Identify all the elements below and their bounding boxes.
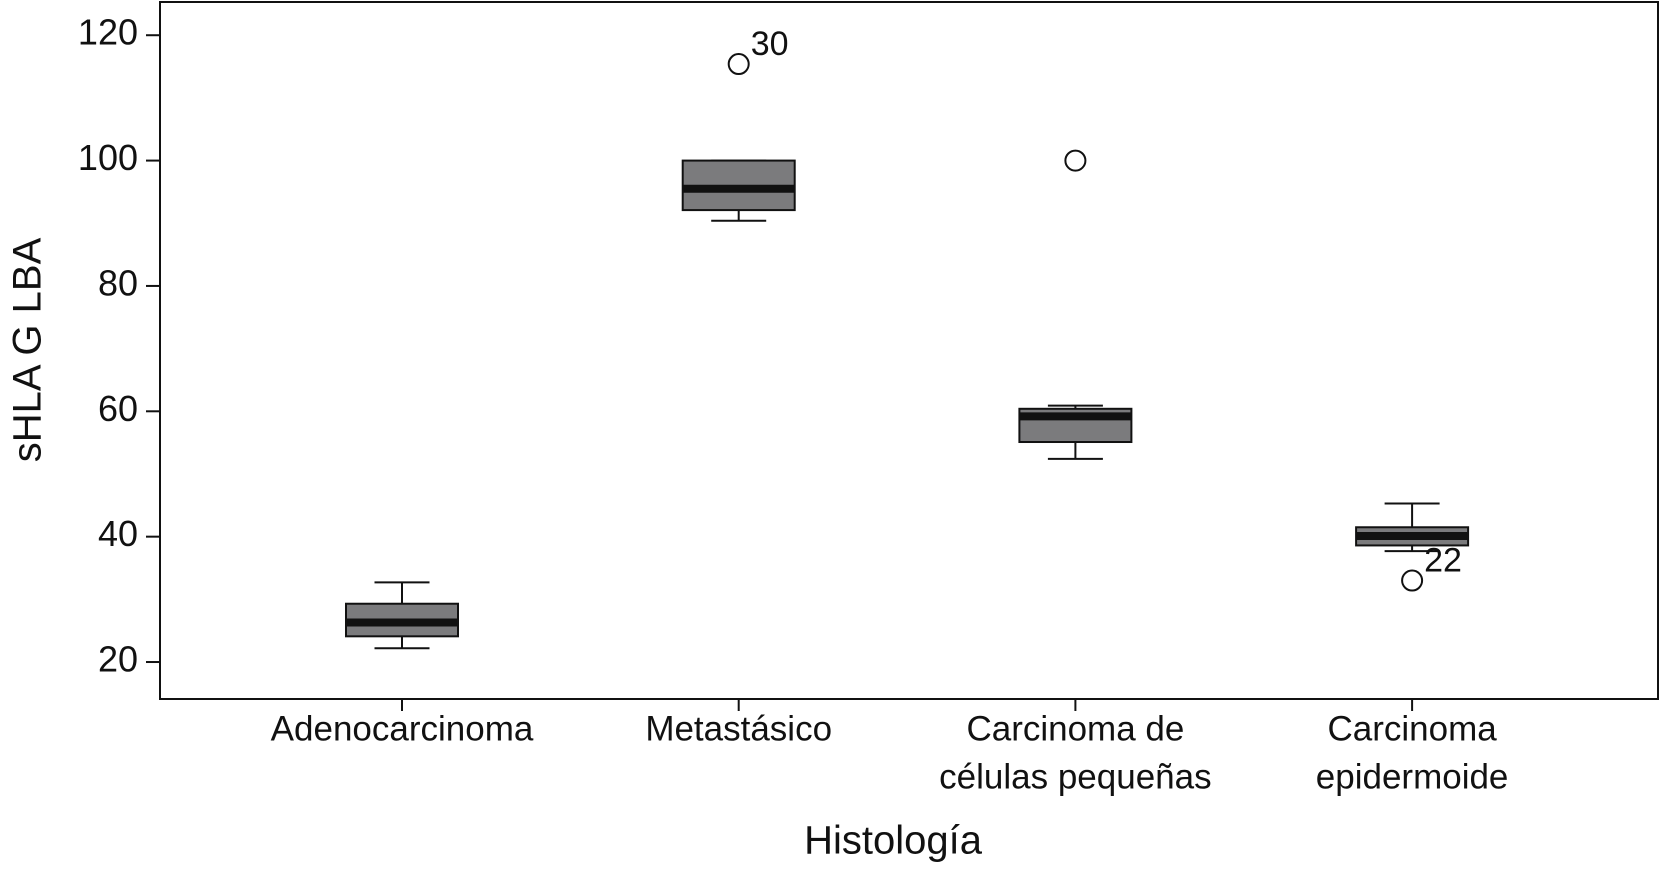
y-tick-label: 60: [98, 388, 138, 429]
plot-frame: [159, 1, 1659, 700]
y-tick-label: 40: [98, 513, 138, 554]
x-tick-label: Adenocarcinoma: [271, 709, 534, 748]
x-tick-label: Metastásico: [645, 709, 832, 748]
outlier: [1064, 149, 1087, 172]
y-axis-title: sHLA G LBA: [6, 237, 50, 462]
y-tick-label: 100: [78, 137, 138, 178]
outlier: [727, 53, 750, 76]
x-tick-label: epidermoide: [1316, 757, 1509, 796]
outlier-label: 22: [1424, 542, 1462, 580]
y-tick-label: 80: [98, 262, 138, 303]
x-tick-label: células pequeñas: [939, 757, 1211, 796]
y-tick-label: 120: [78, 12, 138, 53]
x-axis-title: Histología: [804, 819, 983, 863]
y-tick-label: 20: [98, 639, 138, 680]
outlier: [1401, 569, 1424, 592]
outlier-label: 30: [751, 25, 789, 63]
x-tick-label: Carcinoma: [1327, 709, 1497, 748]
x-tick-label: Carcinoma de: [966, 709, 1184, 748]
